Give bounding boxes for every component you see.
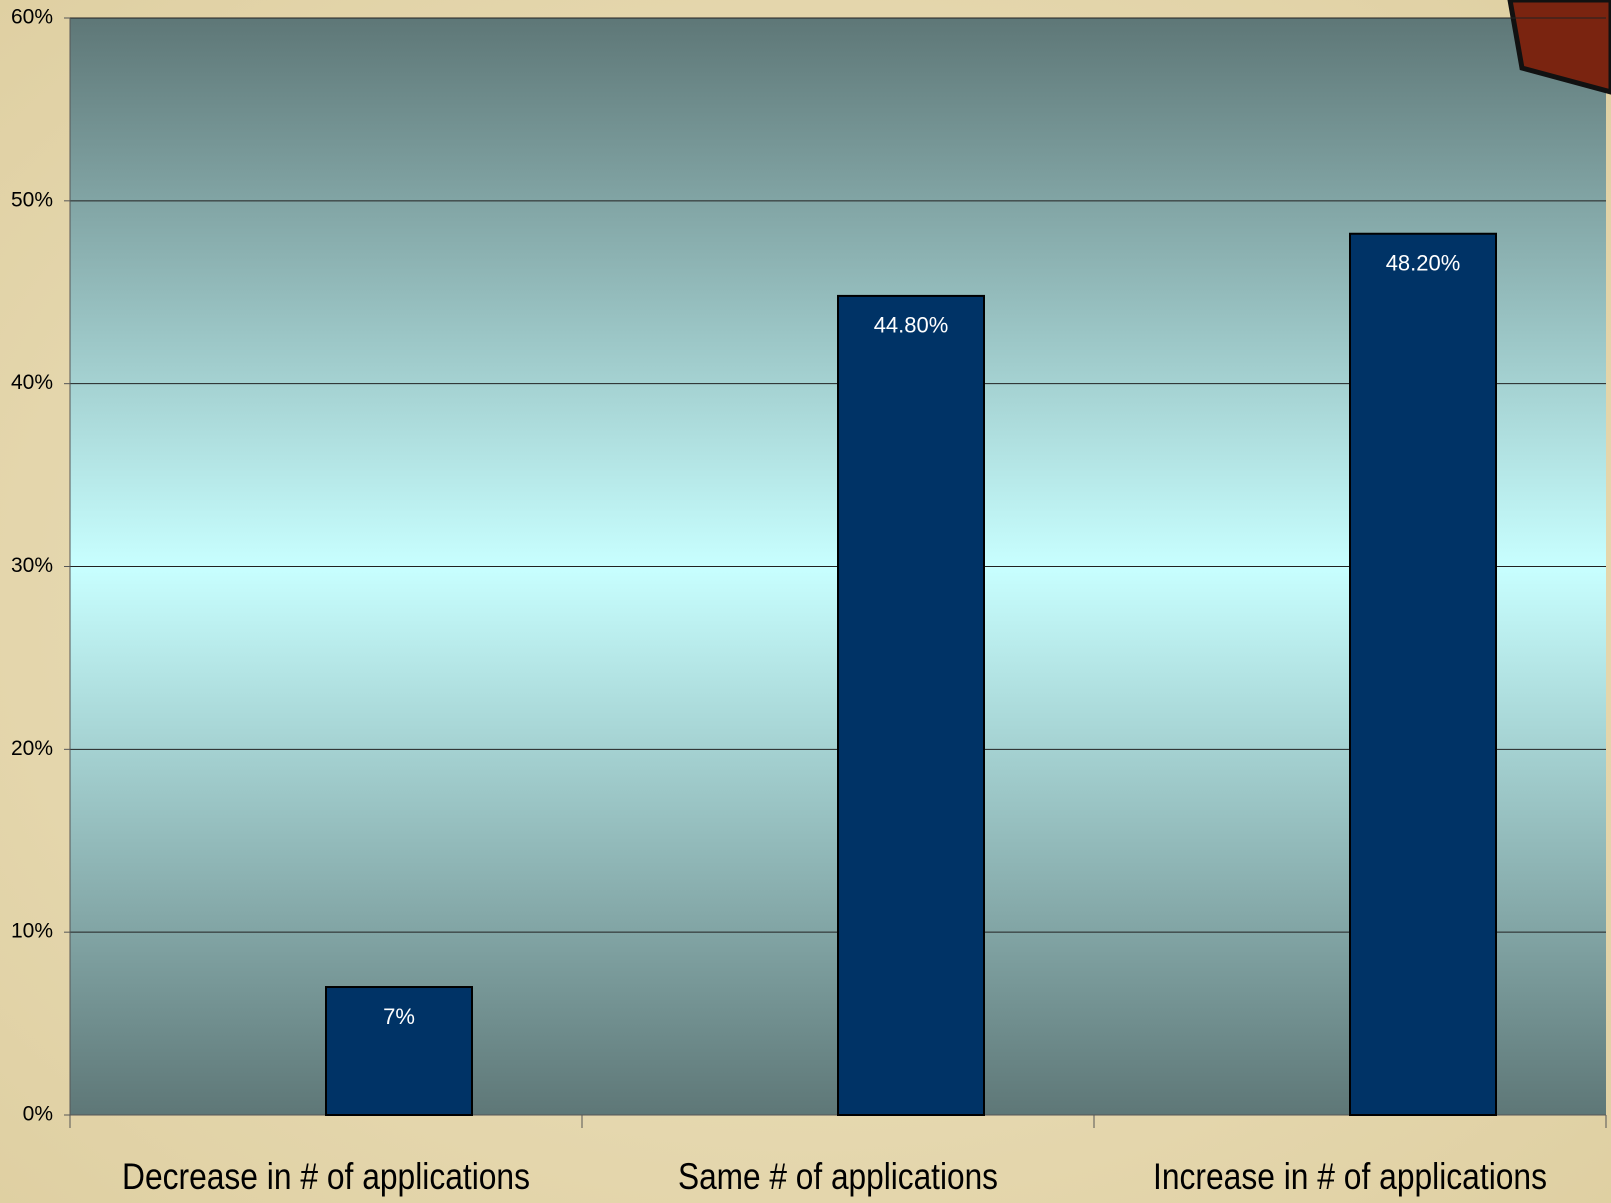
decoration (1507, 0, 1611, 95)
y-tick-label: 60% (11, 6, 53, 29)
x-tick-label: Same # of applications (678, 1156, 998, 1197)
x-tick-label: Increase in # of applications (1153, 1156, 1547, 1197)
value-label: 48.20% (1386, 251, 1461, 276)
y-tick-label: 10% (11, 920, 53, 943)
bar (837, 294, 985, 1116)
y-tick-label: 50% (11, 188, 53, 211)
value-label: 44.80% (874, 313, 949, 338)
bar (325, 986, 473, 1116)
y-tick-label: 0% (23, 1103, 53, 1126)
value-label: 7% (383, 1004, 415, 1029)
x-tick-label: Decrease in # of applications (122, 1156, 530, 1197)
y-tick-label: 30% (11, 554, 53, 577)
bar (1349, 232, 1497, 1116)
y-tick-label: 20% (11, 737, 53, 760)
y-tick-label: 40% (11, 371, 53, 394)
